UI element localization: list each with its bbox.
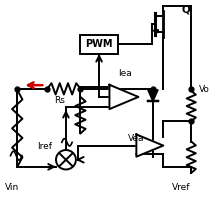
Polygon shape (109, 85, 138, 109)
Text: Iea: Iea (118, 69, 132, 78)
Polygon shape (136, 134, 163, 157)
Text: Vin: Vin (5, 183, 19, 192)
Text: Iref: Iref (37, 142, 52, 151)
Text: Vo: Vo (198, 85, 209, 94)
Text: Vea: Vea (128, 134, 145, 143)
Text: Vref: Vref (172, 183, 190, 192)
Bar (80, 35, 118, 54)
Polygon shape (148, 90, 158, 101)
Text: PWM: PWM (85, 39, 113, 49)
Text: Q: Q (182, 5, 191, 15)
Text: Rs: Rs (54, 96, 65, 105)
